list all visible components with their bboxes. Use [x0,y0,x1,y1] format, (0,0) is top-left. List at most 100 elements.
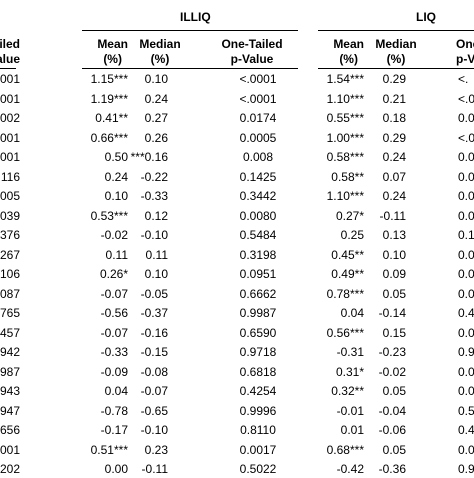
cell-liq-mean: 0.58** [331,169,364,184]
table-row: 987 -0.09 -0.08 0.6818 0.31* -0.02 0.0 [0,363,474,381]
cell-liq-mean: 0.32** [331,384,364,398]
header-rule-illiq [82,68,298,69]
cell-illiq-pvalue: 0.5022 [239,462,277,476]
cell-liq-pvalue: 0.0 [458,150,474,164]
cell-liq-median: 0.09 [382,267,406,281]
header-pvalue-partial: Tailed alue [0,37,20,66]
cell-illiq-median: -0.37 [140,306,168,320]
table-row: 001 0.51*** 0.23 0.0017 0.68*** 0.05 0.0 [0,441,474,459]
cell-illiq-mean: -0.17 [100,423,128,437]
cell-illiq-median: 0.11 [145,247,168,262]
cell-pvalue-partial: 765 [0,306,20,320]
table-row: 001 1.19*** 0.24 <.0001 1.10*** 0.21 <.0 [0,90,474,108]
cell-liq-pvalue: 0.4 [458,423,474,437]
cell-liq-pvalue: 0.0 [458,267,474,281]
cell-illiq-pvalue: 0.0017 [239,442,277,457]
cell-liq-median: 0.29 [382,72,406,86]
cell-illiq-pvalue: 0.9996 [239,403,277,418]
cell-illiq-median: 0.27 [144,111,168,125]
header-rule-pvalue-partial [0,68,16,69]
cell-liq-mean: -0.42 [336,462,364,476]
cell-liq-median: -0.02 [378,364,406,379]
table-row: 001 0.66*** 0.26 0.0005 1.00*** 0.29 <.0 [0,129,474,147]
cell-illiq-mean: -0.09 [100,364,128,379]
cell-illiq-median: 0.12 [144,208,168,223]
cell-pvalue-partial: 001 [0,130,20,145]
cell-liq-mean: 0.25 [340,228,364,242]
table-row: 116 0.24 -0.22 0.1425 0.58** 0.07 0.0 [0,168,474,186]
cell-illiq-median: -0.22 [140,169,168,184]
cell-liq-mean: 1.10*** [326,189,364,203]
cell-liq-pvalue: 0.0 [458,189,474,203]
cell-liq-median: 0.05 [382,384,406,398]
cell-illiq-mean: 0.50 [104,150,128,164]
cell-illiq-median: -0.33 [140,189,168,203]
cell-illiq-median: -0.65 [140,403,168,418]
cell-illiq-mean: -0.56 [100,306,128,320]
table-row: 106 0.26* 0.10 0.0951 0.49** 0.09 0.0 [0,265,474,283]
cell-liq-mean: 0.49** [331,267,364,281]
cell-pvalue-partial: 656 [0,423,20,437]
cell-illiq-pvalue: 0.5484 [239,228,277,242]
header-liq-mean: Mean (%) [333,37,364,66]
cell-illiq-pvalue: 0.3442 [239,189,277,203]
group-title-illiq: ILLIQ [180,10,211,24]
cell-liq-pvalue: 0.9 [458,345,474,359]
cell-liq-median: -0.36 [378,462,406,476]
cell-liq-mean: 0.55*** [326,111,364,125]
cell-liq-pvalue: 0.0 [458,169,474,184]
cell-illiq-mean: 0.10 [104,189,128,203]
cell-illiq-pvalue: 0.3198 [239,247,277,262]
cell-liq-pvalue: 0.4 [458,306,474,320]
group-rule-illiq [82,30,298,31]
cell-illiq-median: -0.10 [140,228,168,242]
cell-illiq-mean: -0.07 [100,325,128,340]
table-row: 656 -0.17 -0.10 0.8110 0.01 -0.06 0.4 [0,421,474,439]
cell-liq-pvalue: 0.0 [458,286,474,301]
cell-liq-mean: 1.10*** [326,91,364,106]
header-liq-pvalue-partial: One- p-V [456,37,474,66]
cell-liq-median: 0.18 [382,111,406,125]
cell-pvalue-partial: 001 [0,72,20,86]
cell-illiq-mean: -0.07 [100,286,128,301]
cell-illiq-pvalue: 0.0005 [239,130,277,145]
cell-illiq-mean: -0.02 [100,228,128,242]
cell-pvalue-partial: 116 [0,169,20,184]
cell-liq-median: -0.04 [378,403,406,418]
cell-illiq-median: -0.05 [140,286,168,301]
cell-illiq-pvalue: 0.008 [242,150,274,164]
cell-liq-mean: 1.54*** [326,72,364,86]
cell-pvalue-partial: 376 [0,228,20,242]
cell-illiq-median: 0.24 [144,91,168,106]
cell-illiq-mean: 0.11 [105,247,128,262]
cell-liq-median: 0.29 [382,130,406,145]
cell-liq-mean: 0.56*** [326,325,364,340]
cell-liq-median: 0.24 [382,189,406,203]
cell-illiq-pvalue: 0.6590 [239,325,277,340]
cell-liq-median: -0.06 [378,423,406,437]
cell-illiq-mean: 0.66*** [90,130,128,145]
cell-liq-mean: 0.27* [335,208,364,223]
cell-illiq-mean: 0.00 [104,462,128,476]
cell-illiq-median: ***0.16 [130,150,168,164]
cell-liq-median: 0.13 [382,228,406,242]
cell-illiq-median: -0.10 [140,423,168,437]
cell-illiq-pvalue: 0.6662 [239,286,277,301]
cell-illiq-mean: 0.41** [95,111,128,125]
cell-liq-pvalue: 0.0 [458,442,474,457]
cell-illiq-pvalue: 0.4254 [239,384,277,398]
cell-illiq-median: -0.11 [141,462,168,476]
cell-illiq-median: 0.10 [144,72,168,86]
cell-liq-pvalue: <.0 [458,91,474,106]
header-rule-liq [318,68,474,69]
header-liq-median: Median (%) [375,37,417,66]
table-row: 942 -0.33 -0.15 0.9718 -0.31 -0.23 0.9 [0,343,474,361]
cell-pvalue-partial: 001 [0,150,20,164]
cell-illiq-mean: -0.78 [100,403,128,418]
cell-illiq-median: 0.26 [144,130,168,145]
cell-illiq-mean: -0.33 [100,345,128,359]
cell-liq-mean: -0.01 [336,403,364,418]
cell-illiq-mean: 0.24 [104,169,128,184]
header-illiq-mean: Mean (%) [97,37,128,66]
cell-liq-median: 0.05 [382,442,406,457]
